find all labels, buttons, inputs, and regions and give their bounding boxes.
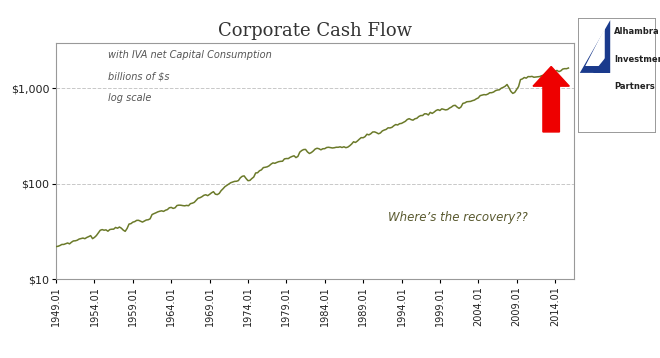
- Text: Alhambra: Alhambra: [614, 27, 660, 36]
- Text: Partners: Partners: [614, 82, 655, 91]
- Text: Investment: Investment: [614, 54, 660, 64]
- Polygon shape: [585, 28, 605, 66]
- Text: Where’s the recovery??: Where’s the recovery??: [387, 211, 527, 224]
- Text: log scale: log scale: [108, 93, 151, 103]
- Polygon shape: [593, 52, 610, 73]
- Title: Corporate Cash Flow: Corporate Cash Flow: [218, 22, 412, 40]
- Polygon shape: [580, 20, 610, 73]
- Text: billions of $s: billions of $s: [108, 71, 170, 81]
- Text: with IVA net Capital Consumption: with IVA net Capital Consumption: [108, 50, 272, 60]
